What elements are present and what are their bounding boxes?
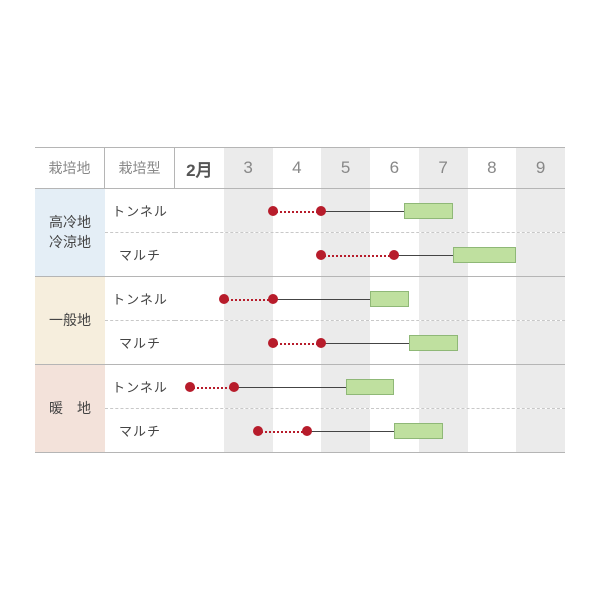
timeline-cell (175, 321, 565, 365)
month-label: 4 (273, 148, 322, 188)
month-label: 3 (224, 148, 273, 188)
event-dot (253, 426, 263, 436)
event-dot (316, 206, 326, 216)
month-label: 5 (321, 148, 370, 188)
solid-segment (273, 299, 371, 300)
event-dot (316, 338, 326, 348)
dotted-segment (273, 343, 322, 345)
event-dot (302, 426, 312, 436)
lane (175, 421, 565, 441)
region-label: 一般地 (35, 277, 105, 365)
type-stack: トンネルマルチ (105, 277, 175, 365)
timeline-stack (175, 365, 565, 453)
event-dot (316, 250, 326, 260)
harvest-bar (404, 203, 453, 219)
timeline-cell (175, 277, 565, 321)
timeline-stack (175, 189, 565, 277)
month-label: 9 (516, 148, 565, 188)
timeline-stack (175, 277, 565, 365)
harvest-bar (453, 247, 516, 263)
month-label: 2月 (175, 148, 224, 188)
region-label: 高冷地 冷涼地 (35, 189, 105, 277)
lane (175, 289, 565, 309)
type-label: トンネル (105, 189, 175, 233)
timeline-cell (175, 409, 565, 453)
region-label: 暖 地 (35, 365, 105, 453)
solid-segment (307, 431, 395, 432)
dotted-segment (273, 211, 322, 213)
timeline-cell (175, 189, 565, 233)
solid-segment (321, 343, 409, 344)
header-type: 栽培型 (105, 147, 175, 189)
harvest-bar (346, 379, 395, 395)
solid-segment (321, 211, 404, 212)
solid-segment (394, 255, 453, 256)
dotted-segment (258, 431, 307, 433)
event-dot (268, 294, 278, 304)
dotted-segment (224, 299, 273, 301)
month-label: 6 (370, 148, 419, 188)
event-dot (219, 294, 229, 304)
cultivation-schedule-chart: 栽培地栽培型2月3456789高冷地 冷涼地トンネルマルチ一般地トンネルマルチ暖… (35, 147, 565, 453)
region-row: 一般地トンネルマルチ (35, 277, 565, 365)
header-months: 2月3456789 (175, 147, 565, 189)
type-label: トンネル (105, 277, 175, 321)
harvest-bar (409, 335, 458, 351)
lane (175, 333, 565, 353)
event-dot (185, 382, 195, 392)
type-stack: トンネルマルチ (105, 189, 175, 277)
month-label: 7 (419, 148, 468, 188)
event-dot (389, 250, 399, 260)
dotted-segment (321, 255, 394, 257)
region-row: 暖 地トンネルマルチ (35, 365, 565, 453)
type-label: トンネル (105, 365, 175, 409)
header-row: 栽培地栽培型2月3456789 (35, 147, 565, 189)
solid-segment (234, 387, 346, 388)
lane (175, 245, 565, 265)
harvest-bar (394, 423, 443, 439)
type-label: マルチ (105, 321, 175, 365)
region-row: 高冷地 冷涼地トンネルマルチ (35, 189, 565, 277)
header-region: 栽培地 (35, 147, 105, 189)
month-label: 8 (468, 148, 517, 188)
event-dot (268, 206, 278, 216)
event-dot (229, 382, 239, 392)
harvest-bar (370, 291, 409, 307)
type-stack: トンネルマルチ (105, 365, 175, 453)
dotted-segment (190, 387, 234, 389)
timeline-cell (175, 233, 565, 277)
type-label: マルチ (105, 409, 175, 453)
lane (175, 201, 565, 221)
type-label: マルチ (105, 233, 175, 277)
event-dot (268, 338, 278, 348)
timeline-cell (175, 365, 565, 409)
lane (175, 377, 565, 397)
